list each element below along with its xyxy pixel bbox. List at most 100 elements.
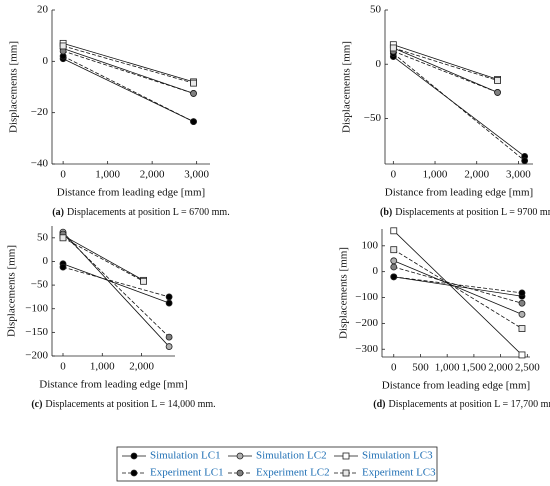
marker [518,325,526,332]
x-tick-label: 0 [391,169,397,181]
series-line [393,249,523,329]
legend-marker [130,452,138,460]
y-axis-title: Displacements [mm] [6,245,18,337]
x-tick-label: 1,500 [462,362,487,374]
marker [390,273,398,281]
caption-label: (d) [373,399,385,410]
x-tick-label: 0 [391,362,397,374]
x-tick-label: 0 [60,361,66,373]
series-line [62,48,194,94]
series-line [63,42,194,83]
marker [190,79,197,87]
series-line [393,56,525,157]
marker [390,246,398,254]
caption-text: Displacements at position L = 9700 mm. [395,207,550,218]
y-axis-title: Displacements [mm] [338,247,350,339]
y-tick-label: 50 [37,231,49,243]
x-tick-label: 3,000 [506,169,531,181]
x-axis-title: Distance from leading edge [mm] [39,379,187,391]
y-tick-label: −50 [31,279,49,291]
panel: 0 1,000 2,000 −200 −150 −100 −50 0 50 Distance fr… [6,226,216,410]
legend-label: Experiment LC2 [256,467,330,479]
marker [140,277,147,285]
x-tick-label: 3,000 [184,169,209,181]
x-tick-label: 500 [412,362,429,374]
x-axis-title: Distance from leading edge [mm] [57,187,205,199]
x-tick-label: 2,000 [464,169,489,181]
x-tick-label: 1,000 [90,361,115,373]
x-axis-title: Distance from leading edge [mm] [382,380,530,392]
series-line [393,53,525,162]
caption: (b) Displacements at position L = 9700 mm… [380,207,550,218]
legend-marker [342,469,350,477]
marker [521,157,529,165]
caption: (a) Displacements at position L = 6700 mm… [52,207,229,218]
marker [59,263,67,271]
series-line [62,263,170,304]
y-tick-label: −200 [25,350,48,362]
y-tick-label: 100 [362,239,379,251]
marker [390,227,398,235]
x-tick-label: 2,000 [129,361,154,373]
legend-label: Simulation LC1 [150,450,221,462]
y-tick-label: 0 [43,255,49,267]
series-line [393,50,498,93]
panel: 0 1,000 2,000 3,000 −50 0 50 Distance from lead… [341,4,550,219]
y-tick-label: −50 [364,112,382,124]
marker [165,293,173,301]
marker [165,343,173,350]
caption-label: (c) [31,399,42,410]
series-line [62,233,170,338]
marker [518,289,526,297]
caption-label: (b) [380,207,392,218]
series-line [63,45,194,84]
x-tick-label: 0 [60,169,66,181]
y-axis-title: Displacements [mm] [341,41,353,133]
legend-marker [236,452,244,460]
series-line [393,47,498,81]
y-tick-label: 0 [373,265,379,277]
y-tick-label: −40 [31,158,49,170]
legend-label: Experiment LC1 [150,467,224,479]
marker [190,118,197,126]
panel: 0 500 1,000 1,500 2,000 2,500 −300 −200 −100 0 100… [338,227,550,410]
series-line [62,235,144,281]
marker [390,263,398,271]
marker [165,299,173,307]
marker [190,90,197,97]
y-tick-label: 0 [43,55,49,67]
x-tick-label: 2,000 [488,362,513,374]
y-tick-label: 0 [376,58,382,70]
y-tick-label: 50 [370,4,382,16]
y-tick-label: −200 [355,317,378,329]
marker [494,77,501,84]
y-axis-title: Displacements [mm] [8,41,20,133]
marker [518,351,526,359]
series-line [62,58,194,123]
x-tick-label: 2,000 [140,169,165,181]
caption-text: Displacements at position L = 17,700 mm. [388,399,550,410]
marker [390,257,398,265]
series-line [393,276,523,297]
caption-text: Displacements at position L = 14,000 mm. [45,399,215,410]
series-line [393,266,523,304]
marker [389,44,397,52]
marker [59,42,67,50]
marker [494,89,501,96]
series-line [63,50,194,94]
x-tick-label: 1,000 [423,169,448,181]
marker [165,333,173,341]
y-tick-label: −300 [355,343,378,355]
caption-label: (a) [52,207,64,218]
y-tick-label: −150 [25,326,48,338]
legend-marker [342,452,350,460]
legend-marker [236,469,244,477]
x-tick-label: 1,000 [95,169,120,181]
y-tick-label: −20 [31,106,49,118]
series-line [393,44,498,80]
x-tick-label: 1,000 [435,362,460,374]
series-line [62,55,194,123]
marker [518,299,526,307]
x-tick-label: 2,500 [515,362,540,374]
